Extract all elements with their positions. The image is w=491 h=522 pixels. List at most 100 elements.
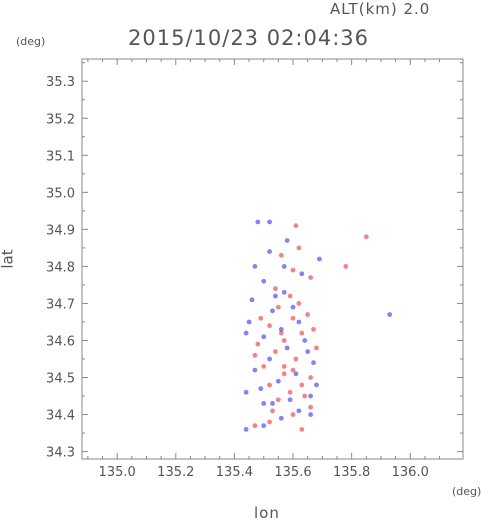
negative-point xyxy=(290,304,296,310)
x-tick-label: 135.0 xyxy=(99,465,136,480)
y-tick-label: 34.4 xyxy=(46,409,75,424)
y-tick-label: 34.3 xyxy=(46,446,75,461)
altitude-label: ALT(km) 2.0 xyxy=(330,0,431,18)
negative-point xyxy=(305,349,311,354)
y-tick-label: 35.0 xyxy=(46,186,75,201)
negative-point xyxy=(387,312,393,317)
positive-point xyxy=(290,367,296,373)
x-axis-label: lon xyxy=(254,504,280,522)
negative-point xyxy=(261,401,267,406)
positive-point xyxy=(290,267,296,273)
positive-point xyxy=(308,275,313,280)
x-axis-unit: (deg) xyxy=(452,485,482,498)
y-tick-label: 35.2 xyxy=(46,112,75,127)
positive-point xyxy=(273,349,278,354)
positive-point xyxy=(255,341,261,347)
positive-point xyxy=(299,330,305,336)
positive-point xyxy=(305,312,311,317)
negative-point xyxy=(311,360,316,366)
negative-point xyxy=(267,356,272,362)
positive-point xyxy=(343,264,349,269)
positive-point xyxy=(363,234,369,240)
positive-point xyxy=(278,330,284,336)
positive-point xyxy=(308,375,313,380)
negative-point xyxy=(252,264,258,269)
positive-point xyxy=(267,419,272,425)
negative-point xyxy=(284,345,290,351)
negative-point xyxy=(275,378,281,384)
negative-point xyxy=(270,401,275,406)
negative-point xyxy=(296,319,302,325)
negative-point xyxy=(284,238,290,243)
positive-point xyxy=(275,304,281,310)
positive-point xyxy=(308,404,313,410)
negative-point xyxy=(261,334,267,340)
negative-point xyxy=(255,219,261,225)
positive-point xyxy=(261,364,267,369)
negative-point xyxy=(249,297,255,303)
negative-point xyxy=(278,415,284,421)
positive-point xyxy=(302,393,308,399)
positive-point xyxy=(252,423,258,429)
positive-point xyxy=(290,315,296,321)
y-tick-label: 35.3 xyxy=(46,75,75,90)
positive-point xyxy=(281,338,287,343)
negative-point xyxy=(246,319,252,325)
y-tick-label: 34.6 xyxy=(46,334,75,349)
negative-point xyxy=(302,338,308,343)
positive-point xyxy=(252,352,258,358)
negative-point xyxy=(267,219,272,225)
negative-point xyxy=(314,382,319,388)
y-tick-label: 34.9 xyxy=(46,223,75,238)
negative-point xyxy=(267,249,272,254)
y-tick-label: 34.5 xyxy=(46,372,75,387)
negative-point xyxy=(278,326,284,332)
negative-point xyxy=(316,256,322,262)
negative-point xyxy=(270,308,275,314)
positive-point xyxy=(281,371,287,377)
negative-point xyxy=(308,393,313,399)
y-axis-unit: (deg) xyxy=(16,35,46,48)
positive-point xyxy=(314,345,319,351)
x-tick-label: 135.4 xyxy=(216,465,253,480)
positive-point xyxy=(293,356,299,362)
y-tick-label: 34.7 xyxy=(46,297,75,312)
positive-point xyxy=(273,286,278,292)
positive-point xyxy=(267,382,272,388)
negative-point xyxy=(308,412,313,417)
positive-point xyxy=(299,426,305,432)
positive-point xyxy=(299,382,305,388)
positive-point xyxy=(278,252,284,258)
negative-point xyxy=(299,271,305,277)
negative-point xyxy=(243,426,249,432)
positive-point xyxy=(311,326,316,332)
plot-frame xyxy=(81,58,464,460)
negative-point xyxy=(287,397,293,403)
positive-point xyxy=(258,315,264,321)
negative-point xyxy=(258,386,264,392)
positive-point xyxy=(296,245,302,251)
positive-point xyxy=(267,323,272,329)
positive-point xyxy=(290,412,296,417)
positive-point xyxy=(293,223,299,229)
negative-point xyxy=(243,389,249,395)
positive-point xyxy=(287,293,293,299)
negative-point xyxy=(296,408,302,414)
negative-point xyxy=(273,293,278,299)
chart-title: 2015/10/23 02:04:36 xyxy=(128,26,370,50)
negative-point xyxy=(261,278,267,284)
positive-point xyxy=(287,389,293,395)
x-tick-label: 135.6 xyxy=(274,465,311,480)
y-tick-label: 35.1 xyxy=(46,149,75,164)
x-tick-label: 136.0 xyxy=(392,465,429,480)
positive-point xyxy=(270,408,275,414)
negative-point xyxy=(293,371,299,377)
x-tick-label: 135.2 xyxy=(157,465,194,480)
negative-point xyxy=(261,423,267,429)
negative-point xyxy=(281,289,287,295)
positive-point xyxy=(275,397,281,403)
negative-point xyxy=(252,367,258,373)
y-tick-label: 34.8 xyxy=(46,260,75,275)
negative-point xyxy=(281,264,287,269)
